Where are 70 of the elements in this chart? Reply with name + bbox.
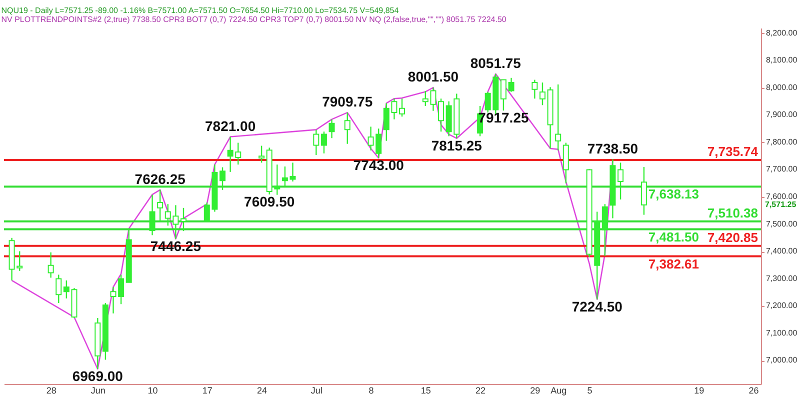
y-tick-label: 7,100.00	[766, 328, 798, 338]
ref-line-label: 7,382.61	[648, 256, 699, 272]
chart-subtitle: NV PLOTTRENDPOINTS#2 (2,true) 7738.50 CPR3 BOT7 (0,7) 7224.50 CPR3 TOP7 (0,7) 8001.50 NV NQ (2,false,true,"","") 8051.75 7224.50	[1, 15, 507, 24]
candlestick	[48, 252, 54, 278]
candlestick	[500, 79, 506, 112]
annotation: 8051.75	[470, 54, 522, 71]
x-tick-label: Aug	[550, 386, 567, 396]
candlestick	[313, 129, 320, 156]
x-tick-label: 15	[420, 386, 431, 396]
annotation: 7626.25	[134, 170, 186, 187]
x-tick-label: Jul	[310, 386, 322, 396]
annotation: 6969.00	[72, 368, 124, 384]
annotation: 7609.50	[244, 193, 295, 210]
x-tick-label: 29	[530, 386, 540, 396]
annotation: 7743.00	[353, 157, 404, 174]
y-tick-label: 7,800.00	[766, 137, 798, 146]
candlestick	[56, 274, 62, 304]
y-tick-label: 7,400.00	[766, 246, 798, 256]
candlestick	[157, 189, 164, 222]
y-tick-label: 7,900.00	[766, 110, 798, 120]
x-tick-label: 22	[476, 386, 486, 396]
candlestick	[602, 203, 608, 256]
candlestick	[532, 79, 538, 100]
ref-line-label: 7,510.38	[707, 205, 758, 220]
x-tick-label: 17	[202, 386, 212, 396]
annotation: 7821.00	[205, 118, 256, 134]
candlestick	[399, 98, 406, 118]
y-tick-label: 7,500.00	[766, 219, 798, 228]
candlestick	[344, 112, 350, 144]
ref-line-label: 7,481.50	[648, 229, 699, 244]
y-tick-label: 7,300.00	[766, 274, 798, 283]
candlestick	[555, 84, 562, 151]
annotation: 7815.25	[431, 137, 482, 154]
candlestick	[220, 166, 226, 191]
x-tick-label: 10	[148, 386, 158, 396]
y-tick-label: 7,200.00	[766, 301, 798, 310]
y-tick-label: 8,200.00	[766, 28, 798, 38]
x-tick-label: 26	[748, 386, 759, 396]
x-tick-label: Jun	[90, 386, 106, 396]
x-tick-label: 5	[587, 386, 592, 396]
y-tick-label: 8,000.00	[766, 82, 798, 92]
y-tick-label: 8,100.00	[766, 56, 798, 65]
y-tick-label: 7,600.00	[766, 192, 798, 202]
ref-line-label: 7,420.85	[707, 230, 758, 245]
candlestick	[508, 77, 514, 92]
candlestick	[438, 98, 444, 132]
x-tick-label: 19	[694, 386, 704, 396]
ref-line-label: 7,735.74	[707, 144, 759, 160]
candlestick	[282, 166, 288, 187]
candlestick	[320, 130, 327, 154]
ref-line-label: 7,638.13	[648, 186, 699, 202]
annotation: 7909.75	[322, 94, 373, 110]
chart-title: NQU19 - Daily L=7571.25 -89.00 -1.16% B=7571.00 A=7571.50 O=7654.50 Hi=7710.00 Lo=7534.75 V=549,854	[1, 6, 400, 15]
candlestick	[640, 166, 647, 216]
annotation: 7738.50	[587, 140, 638, 156]
candlestick	[258, 145, 265, 164]
x-tick-label: 8	[368, 386, 374, 396]
y-tick-label: 7,700.00	[766, 164, 798, 174]
x-tick-label: 28	[46, 386, 56, 396]
candlestick	[290, 162, 296, 182]
text: 7,571.25	[765, 200, 797, 209]
candlestick	[180, 207, 186, 232]
x-tick-label: 24	[257, 386, 268, 396]
y-tick-label: 7,000.00	[766, 356, 798, 365]
annotation: 8001.50	[408, 68, 459, 85]
annotation: 7224.50	[572, 298, 623, 314]
candlestick	[539, 82, 546, 106]
candlestick	[618, 162, 624, 200]
candlestick	[328, 118, 335, 139]
candlestick	[149, 194, 156, 236]
